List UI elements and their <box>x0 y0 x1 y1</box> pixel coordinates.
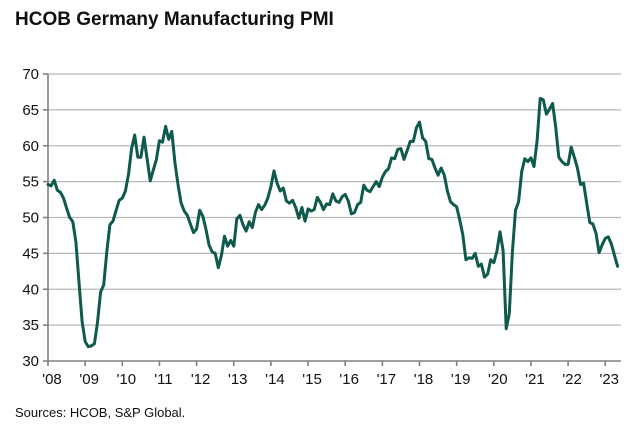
x-tick-label: '11 <box>154 371 172 388</box>
y-tick-label: 60 <box>22 138 39 155</box>
x-tick-label: '12 <box>191 371 211 388</box>
x-tick-label: '17 <box>377 371 397 388</box>
x-tick-label: '09 <box>79 371 99 388</box>
y-axis-ticks: 30 35 40 45 50 55 60 65 70 <box>22 66 48 370</box>
y-tick-label: 50 <box>22 210 39 227</box>
chart-title: HCOB Germany Manufacturing PMI <box>15 9 334 30</box>
source-note: Sources: HCOB, S&P Global. <box>15 405 185 420</box>
x-tick-label: '08 <box>42 371 62 388</box>
x-tick-label: '14 <box>265 371 285 388</box>
x-axis-ticks: '08 '09 '10 '11 '12 '13 '14 '15 '16 '17 '18 '19 '20 '… <box>42 361 619 388</box>
x-tick-label: '16 <box>339 371 359 388</box>
series-line-pmi <box>46 96 620 349</box>
y-tick-label: 70 <box>22 66 39 83</box>
y-tick-label: 40 <box>22 281 39 298</box>
x-tick-label: '23 <box>599 371 619 388</box>
y-tick-label: 30 <box>22 353 39 370</box>
x-tick-label: '22 <box>562 371 582 388</box>
x-tick-label: '15 <box>302 371 322 388</box>
x-tick-label: '13 <box>228 371 248 388</box>
y-tick-label: 35 <box>22 317 39 334</box>
x-tick-label: '19 <box>451 371 471 388</box>
x-tick-label: '20 <box>488 371 508 388</box>
x-tick-label: '10 <box>117 371 137 388</box>
y-tick-label: 65 <box>22 102 39 119</box>
y-tick-label: 55 <box>22 174 39 191</box>
x-tick-label: '21 <box>525 371 545 388</box>
x-tick-label: '18 <box>414 371 434 388</box>
y-tick-label: 45 <box>22 245 39 262</box>
